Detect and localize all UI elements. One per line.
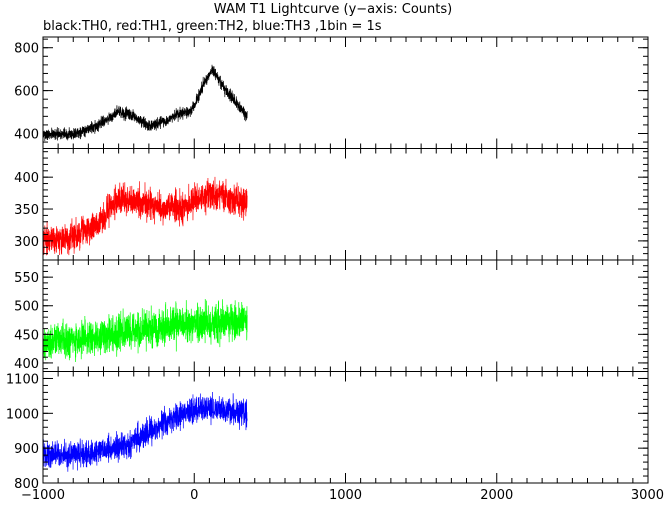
series-trace-0 bbox=[43, 64, 248, 142]
series-trace-2 bbox=[43, 299, 248, 363]
y-tick-label: 500 bbox=[14, 300, 39, 315]
x-tick-label: 1000 bbox=[329, 488, 362, 503]
series-trace-3 bbox=[43, 391, 248, 472]
y-tick-label: 300 bbox=[14, 235, 39, 250]
chart-title: WAM T1 Lightcurve (y−axis: Counts) bbox=[214, 2, 452, 17]
series-trace-1 bbox=[43, 176, 248, 256]
y-tick-label: 350 bbox=[14, 203, 39, 218]
panel-frame-0 bbox=[42, 36, 649, 149]
y-tick-label: 1000 bbox=[6, 407, 39, 422]
y-tick-label: 900 bbox=[14, 442, 39, 457]
panel-frame-3 bbox=[42, 371, 649, 484]
x-tick-label: 0 bbox=[190, 488, 198, 503]
y-tick-label: 600 bbox=[14, 85, 39, 100]
x-tick-label: 3000 bbox=[631, 488, 664, 503]
x-tick-label: −1000 bbox=[21, 488, 65, 503]
y-tick-label: 550 bbox=[14, 271, 39, 286]
y-tick-label: 800 bbox=[14, 42, 39, 57]
panel-1: 300 350 400 bbox=[14, 148, 649, 261]
panel-0: 400 600 800 bbox=[14, 36, 649, 149]
x-tick-labels-group: −1000 0 1000 2000 3000 bbox=[21, 488, 664, 503]
y-tick-label: 400 bbox=[14, 171, 39, 186]
panel-2: 400 450 500 550 bbox=[14, 259, 649, 372]
y-tick-label: 400 bbox=[14, 127, 39, 142]
panels-group: 400 600 800 300 350 400 400 450 500 550 800 900 1000… bbox=[6, 36, 649, 492]
chart-subtitle: black:TH0, red:TH1, green:TH2, blue:TH3 … bbox=[43, 19, 382, 34]
panel-3: 800 900 1000 1100 bbox=[6, 371, 649, 492]
y-tick-label: 400 bbox=[14, 357, 39, 372]
x-tick-label: 2000 bbox=[480, 488, 513, 503]
y-tick-label: 800 bbox=[14, 477, 39, 492]
y-tick-label: 450 bbox=[14, 328, 39, 343]
y-tick-label: 1100 bbox=[6, 372, 39, 387]
